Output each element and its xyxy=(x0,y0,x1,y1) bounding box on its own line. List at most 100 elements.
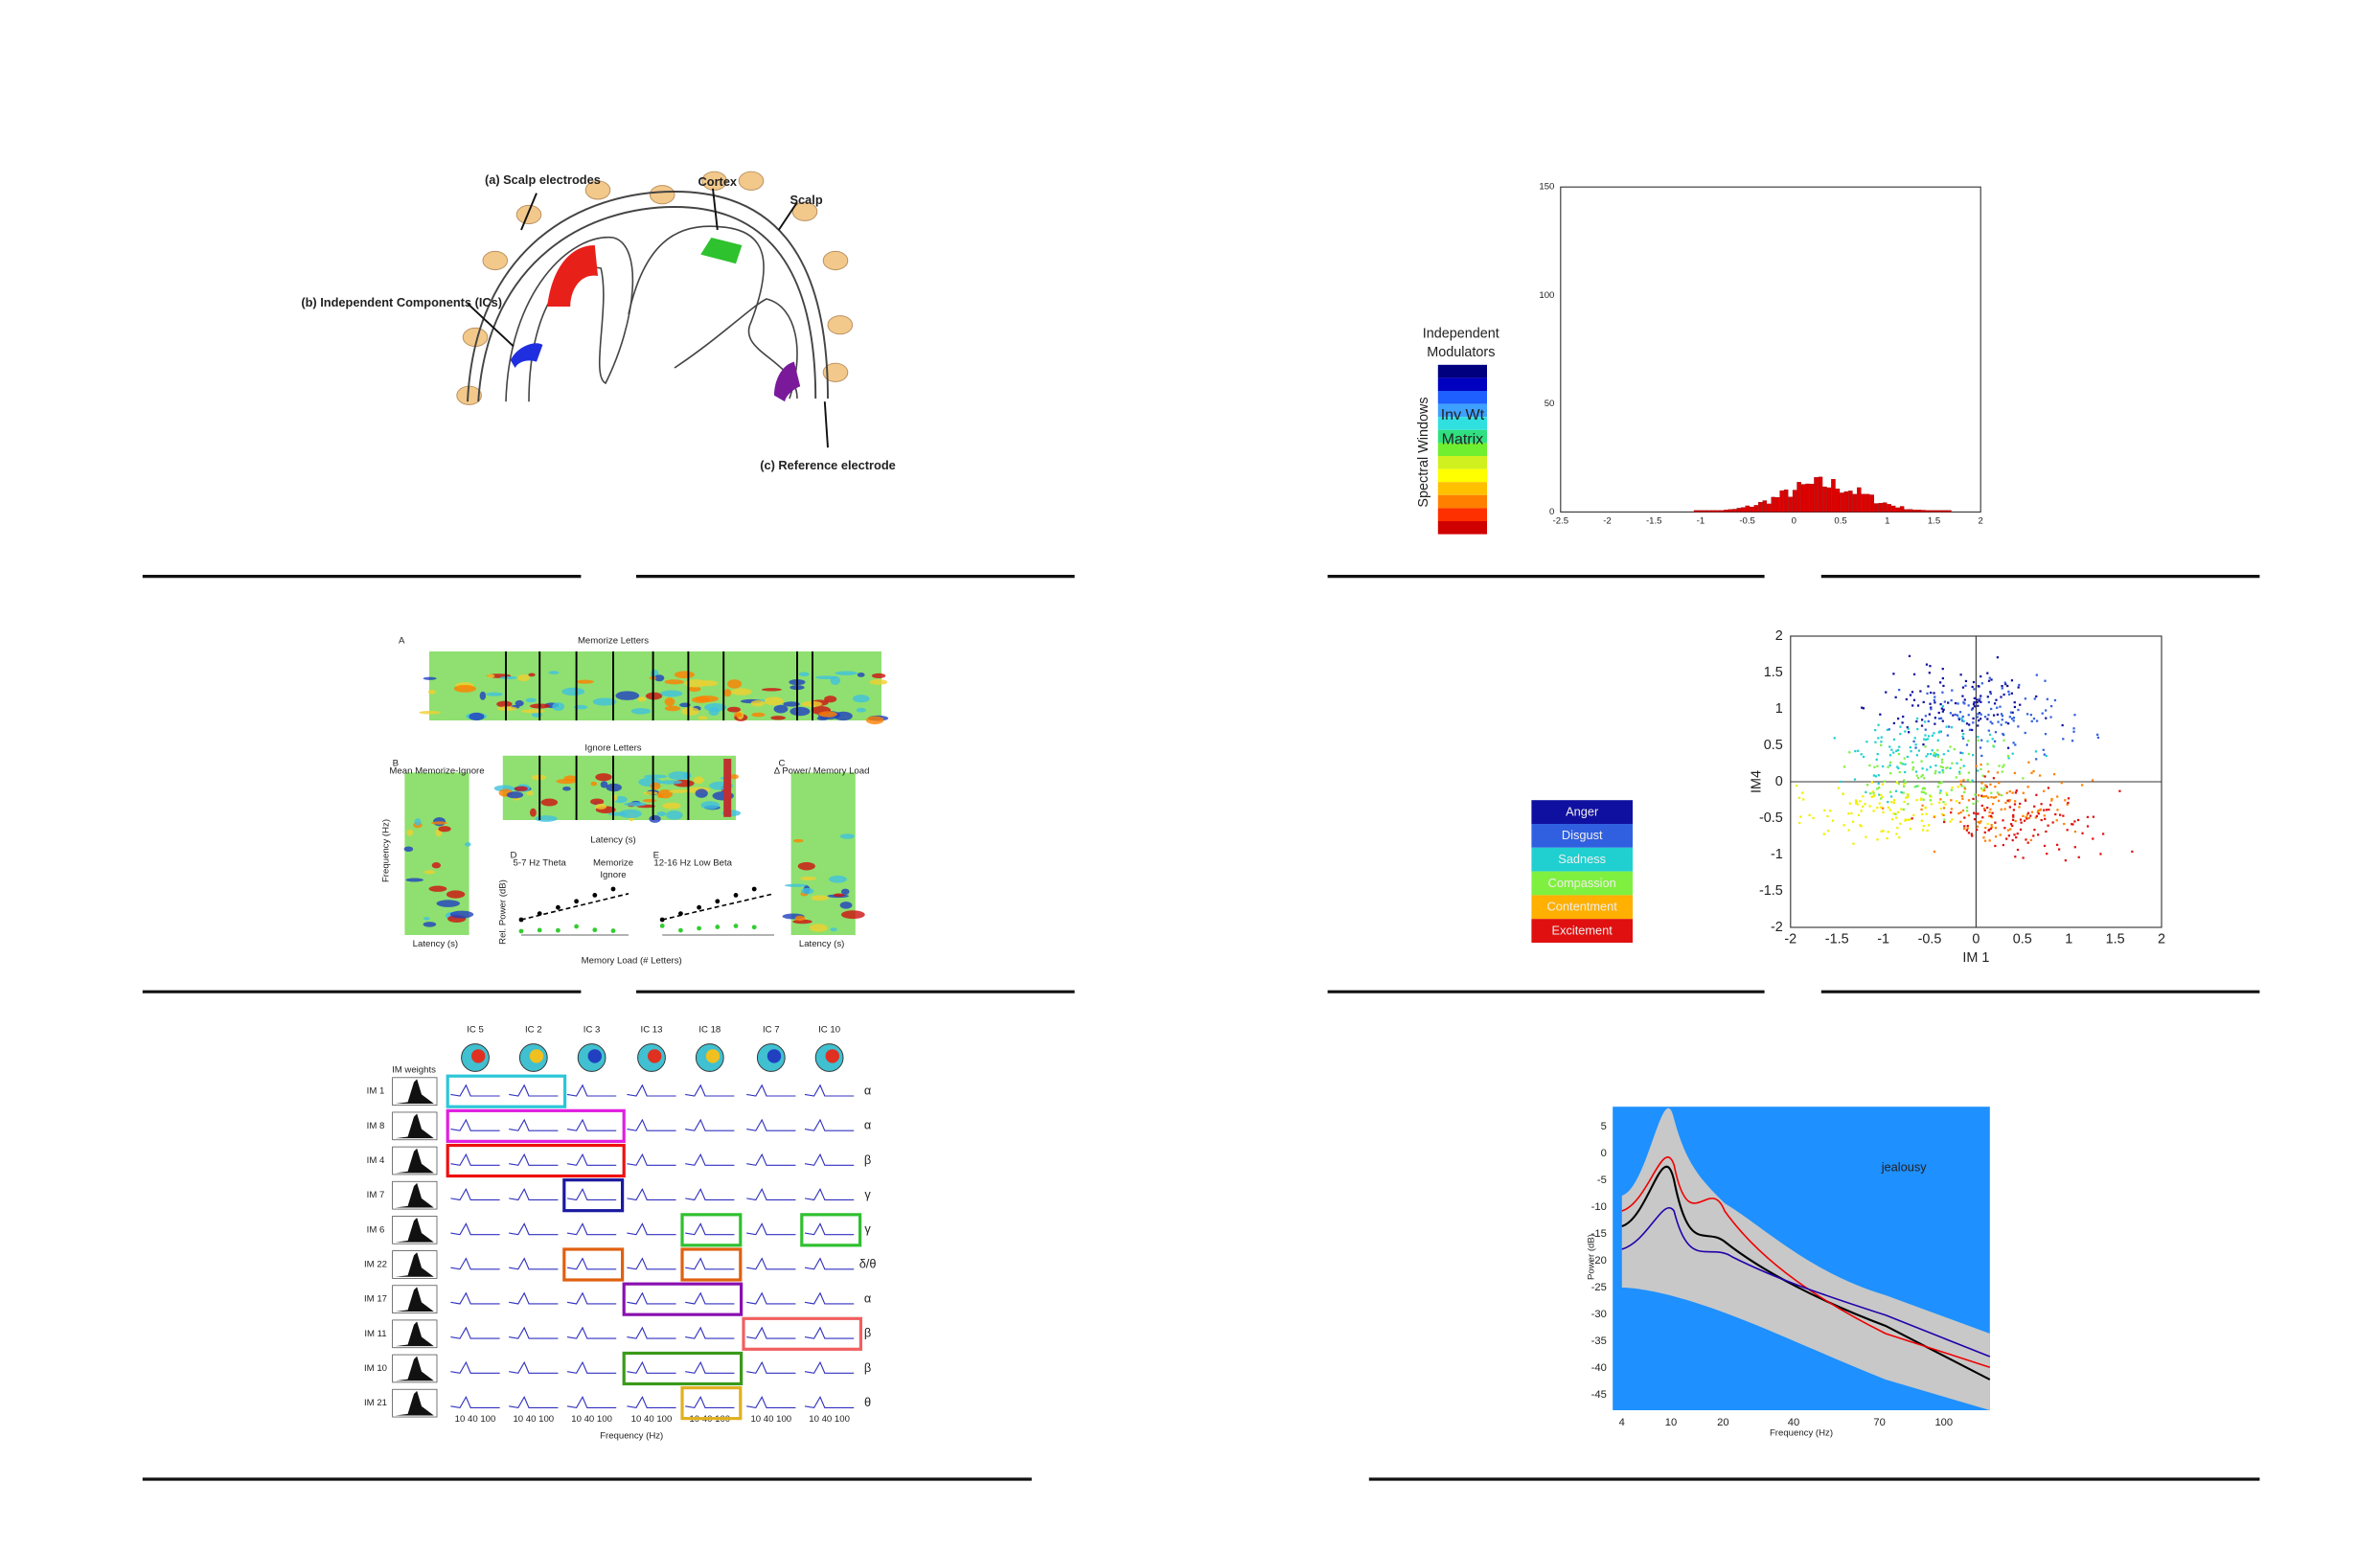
heatmap-blob xyxy=(800,700,823,707)
histogram-bar xyxy=(1822,486,1827,513)
heatmap-blob xyxy=(733,712,743,718)
scatter-dot xyxy=(1977,713,1980,716)
scatter-dot xyxy=(1797,796,1801,799)
scatter-dot xyxy=(1988,810,1991,813)
y-tick-label: 0 xyxy=(1601,1148,1607,1159)
band-label: γ xyxy=(864,1221,871,1236)
scatter-dot xyxy=(1954,713,1957,717)
scatter-dot xyxy=(1994,821,1997,824)
scatter-dot xyxy=(2019,802,2022,806)
band-label: α xyxy=(864,1291,872,1306)
scatter-dot xyxy=(1904,781,1907,785)
scatter-dot xyxy=(1909,694,1912,696)
highlight-box xyxy=(742,1316,862,1351)
spectrum-trace xyxy=(627,1360,676,1374)
scatter-dot xyxy=(2050,799,2053,802)
scatter-dot xyxy=(1973,696,1976,700)
heatmap-blob xyxy=(649,814,661,823)
point xyxy=(715,899,721,904)
trend xyxy=(662,893,775,921)
spectrum-trace xyxy=(746,1084,796,1097)
scatter-dot xyxy=(1902,715,1905,719)
highlight-box xyxy=(680,1247,743,1282)
scatter-dot xyxy=(2008,799,2011,802)
scatter-dot xyxy=(1890,748,1893,751)
scatter-dot xyxy=(1870,795,1873,799)
scatter-dot xyxy=(1833,737,1836,740)
scatter-dot xyxy=(2007,693,2011,696)
heatmap-blob xyxy=(642,798,657,803)
scatter-dot xyxy=(1877,782,1880,786)
scatter-dot xyxy=(1873,765,1876,768)
scatter-dot xyxy=(2035,695,2038,698)
x-tick-label: -1 xyxy=(1877,932,1889,947)
heatmap-blob xyxy=(674,671,695,679)
heatmap-blob xyxy=(436,900,460,907)
x-tick-label: 2 xyxy=(2158,932,2165,947)
x-tick-label: 100 xyxy=(1934,1417,1953,1428)
weight-hist xyxy=(395,1148,434,1174)
heatmap-blob xyxy=(465,842,471,847)
spectrum-trace xyxy=(685,1222,735,1236)
histogram-bar xyxy=(1882,502,1888,513)
x-tick-label: 2 xyxy=(1979,516,1983,527)
scatter-dot xyxy=(1958,772,1961,775)
scatter-dot xyxy=(2131,850,2134,854)
scatter-dot xyxy=(2033,829,2036,832)
scatter-dot xyxy=(1905,697,1908,701)
scatter-dot xyxy=(1906,793,1910,796)
scatter-dot xyxy=(1928,713,1931,716)
spectrum-trace xyxy=(804,1084,855,1097)
spectrum-trace xyxy=(627,1326,676,1339)
scatter-dot xyxy=(1984,826,1987,830)
scatter-dot xyxy=(1967,799,1971,802)
histogram-bar xyxy=(1771,496,1775,513)
scatter-dot xyxy=(2010,692,2013,695)
spectrum-trace xyxy=(746,1257,796,1270)
scatter-dot xyxy=(1924,734,1927,737)
scatter-dot xyxy=(2008,716,2011,719)
scatter-dot xyxy=(1990,826,1994,829)
scatter-dot xyxy=(1951,689,1954,692)
scatter-dot xyxy=(1982,836,1985,839)
scatter-dot xyxy=(1992,796,1996,799)
scatter-dot xyxy=(2046,697,2048,700)
scatter-dot xyxy=(1937,711,1940,715)
scatter-dot xyxy=(1881,795,1884,799)
scatter-dot xyxy=(1939,765,1942,768)
scatter-dot xyxy=(1925,812,1928,815)
scatter-dot xyxy=(1877,737,1880,740)
scatter-dot xyxy=(2013,705,2017,709)
heatmap-blob xyxy=(800,876,817,880)
scatter-dot xyxy=(1881,765,1885,768)
scatter-dot xyxy=(2017,708,2020,712)
histogram-bar xyxy=(1826,487,1832,513)
scatter-dot xyxy=(1992,777,1996,780)
figure-label: Latency (s) xyxy=(413,939,458,949)
scatter-dot xyxy=(1956,800,1958,803)
scatter-dot xyxy=(1888,764,1891,766)
scatter-dot xyxy=(1971,834,1974,837)
scatter-dot xyxy=(2012,813,2015,817)
matrix-label: Matrix xyxy=(1442,431,1484,447)
scatter-dot xyxy=(1930,691,1933,695)
scatter-dot xyxy=(2054,812,2057,816)
scatter-dot xyxy=(2008,806,2011,809)
heatmap-blob xyxy=(731,688,752,696)
colorbar-cell xyxy=(1437,468,1487,483)
heatmap-blob xyxy=(660,690,683,697)
heatmap-blob xyxy=(540,798,559,807)
scatter-dot xyxy=(2032,769,2035,773)
scatter-dot xyxy=(1945,766,1948,769)
heatmap-blob xyxy=(453,685,477,693)
heatmap-blob xyxy=(615,691,640,700)
scatter-dot xyxy=(1906,755,1910,759)
heatmap-blob xyxy=(784,883,809,887)
scatter-dot xyxy=(1877,723,1880,726)
scatter-dot xyxy=(2045,709,2048,712)
scatter-dot xyxy=(1956,714,1959,717)
heatmap-blob xyxy=(664,705,681,712)
scatter-dot xyxy=(1848,802,1851,805)
spectrum-trace xyxy=(804,1188,855,1201)
scatter-dot xyxy=(1977,739,1980,742)
